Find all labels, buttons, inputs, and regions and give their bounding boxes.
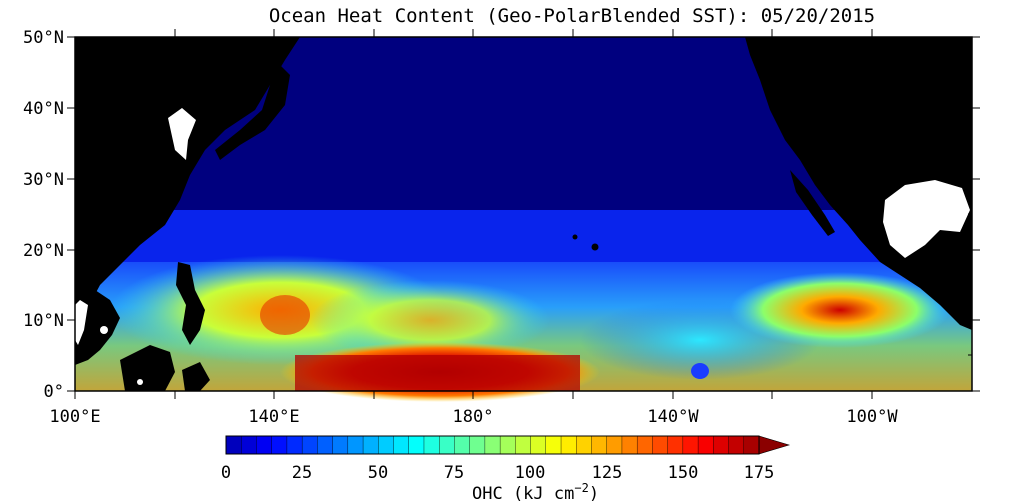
colorbar-swatch <box>667 435 684 455</box>
equatorial-hot-core <box>295 355 580 391</box>
colorbar <box>225 435 791 455</box>
colorbar-swatch <box>423 435 440 455</box>
longitude-axis <box>74 29 873 399</box>
colorbar-swatch <box>743 435 760 455</box>
colorbar-swatch <box>621 435 638 455</box>
land-hawaii <box>572 234 578 240</box>
land-north-america <box>745 37 972 330</box>
colorbar-swatch <box>576 435 593 455</box>
land-baja <box>790 170 835 236</box>
colorbar-swatch <box>560 435 577 455</box>
latitude-axis <box>67 36 980 392</box>
colorbar-swatch <box>378 435 395 455</box>
figure-title: Ocean Heat Content (Geo-PolarBlended SST… <box>269 5 875 27</box>
ocean-heat-map <box>74 36 973 402</box>
missing-data-gulf-of-mexico <box>883 180 970 258</box>
colorbar-tick-0: 0 <box>221 463 231 483</box>
cool-spot <box>691 363 709 379</box>
warm-spot-140e <box>260 295 310 335</box>
colorbar-swatch <box>317 435 334 455</box>
colorbar-swatch <box>332 435 349 455</box>
lat-label-30n: 30°N <box>23 170 64 190</box>
colorbar-swatch <box>713 435 730 455</box>
lat-label-20n: 20°N <box>23 241 64 261</box>
lat-label-0: 0° <box>44 382 64 402</box>
colorbar-swatch <box>652 435 669 455</box>
eastern-pacific-warm-region <box>730 272 950 348</box>
colorbar-overflow-arrow <box>758 435 791 455</box>
land-asia <box>75 37 300 300</box>
colorbar-swatch <box>439 435 456 455</box>
colorbar-swatch <box>484 435 501 455</box>
colorbar-swatch <box>393 435 410 455</box>
colorbar-swatch <box>682 435 699 455</box>
colorbar-swatch <box>469 435 486 455</box>
lat-label-40n: 40°N <box>23 99 64 119</box>
lon-label-140e: 140°E <box>248 407 299 427</box>
colorbar-swatch <box>347 435 364 455</box>
missing-data-malay-coast <box>75 300 88 345</box>
colorbar-tick-150: 150 <box>668 463 699 483</box>
lat-label-50n: 50°N <box>23 28 64 48</box>
colorbar-swatch <box>728 435 745 455</box>
land-philippines <box>176 262 205 345</box>
colorbar-swatch <box>225 435 242 455</box>
lon-label-100w: 100°W <box>846 407 898 427</box>
lon-label-100e: 100°E <box>49 407 100 427</box>
colorbar-swatch <box>530 435 547 455</box>
colorbar-title: OHC (kJ cm−2) <box>472 481 599 504</box>
lat-label-10n: 10°N <box>23 311 64 331</box>
colorbar-swatch <box>697 435 714 455</box>
land-japan <box>215 60 290 160</box>
colorbar-swatch <box>256 435 273 455</box>
colorbar-tick-100: 100 <box>515 463 546 483</box>
colorbar-swatch <box>636 435 653 455</box>
colorbar-tick-50: 50 <box>368 463 388 483</box>
colorbar-swatch <box>286 435 303 455</box>
colorbar-swatch <box>591 435 608 455</box>
lon-label-180: 180° <box>453 407 494 427</box>
colorbar-swatch <box>408 435 425 455</box>
land-borneo <box>120 345 175 391</box>
missing-data-yellow-sea <box>168 108 196 160</box>
lon-label-140w: 140°W <box>647 407 699 427</box>
colorbar-swatch <box>545 435 562 455</box>
colorbar-swatch <box>606 435 623 455</box>
colorbar-tick-75: 75 <box>444 463 464 483</box>
central-warm-patch <box>310 280 550 360</box>
colorbar-tick-25: 25 <box>292 463 312 483</box>
colorbar-tick-175: 175 <box>744 463 775 483</box>
colorbar-swatch <box>515 435 532 455</box>
land-sulawesi <box>182 362 210 391</box>
colorbar-swatch <box>301 435 318 455</box>
colorbar-swatch <box>499 435 516 455</box>
colorbar-swatch <box>241 435 258 455</box>
colorbar-swatch <box>362 435 379 455</box>
colorbar-swatch <box>454 435 471 455</box>
colorbar-frame <box>225 435 760 455</box>
colorbar-tick-125: 125 <box>592 463 623 483</box>
colorbar-swatch <box>271 435 288 455</box>
